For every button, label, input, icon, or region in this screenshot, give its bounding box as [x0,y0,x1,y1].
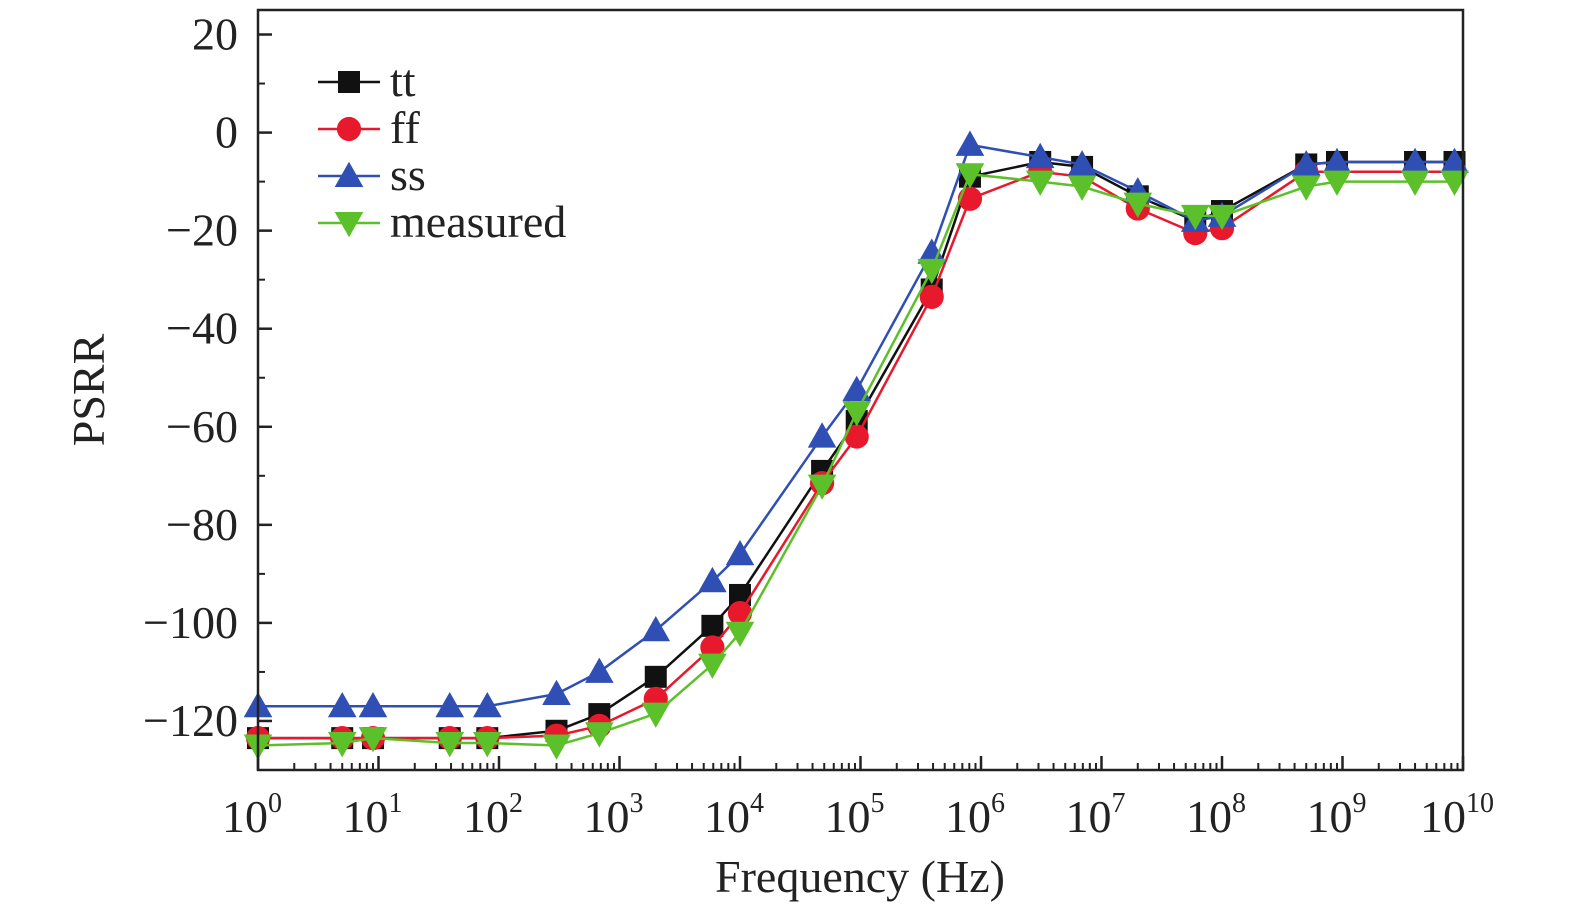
data-point-ss [917,238,947,264]
data-point-measured [358,727,388,753]
y-tick-label: −120 [143,695,238,746]
y-tick-label: −40 [166,303,238,354]
y-tick-label: 20 [192,9,238,60]
data-point-measured [327,732,357,758]
data-point-tt [729,583,751,606]
legend-label: ff [390,102,420,153]
x-tick-label: 104 [704,788,764,842]
legend-marker [334,212,364,238]
data-point-ff [700,635,725,660]
series-ss [243,130,1469,718]
data-point-ff [919,284,944,309]
x-tick-label: 106 [945,788,1005,842]
data-point-measured [842,401,872,427]
y-tick-label: −80 [166,499,238,550]
legend-item-ss: ss [318,149,426,200]
data-point-ss [473,691,502,718]
y-tick-label: 0 [215,107,238,158]
data-point-ss [955,130,985,156]
data-point-ss [327,691,357,718]
data-point-measured [1440,170,1469,196]
data-point-ss [358,691,388,718]
axes: 100 101 102 103 104 105 106 107 108 109 1010 20 0 −20… [143,9,1494,842]
plot-marks [243,130,1469,760]
data-point-measured [1067,175,1097,201]
series-line-measured [257,173,1455,747]
data-point-measured [1291,175,1321,201]
legend-item-tt: tt [318,55,416,106]
data-point-tt [701,614,724,637]
legend-item-measured: measured [318,196,566,247]
data-point-measured [1207,204,1237,231]
x-tick-label: 103 [584,788,644,842]
legend-label: ss [390,149,426,200]
data-point-measured [435,732,465,758]
data-point-measured [1180,204,1210,231]
series-measured [243,163,1469,760]
data-point-measured [955,163,985,189]
data-point-ss [542,679,571,705]
data-point-tt [644,665,667,688]
data-point-ss [725,539,755,566]
x-axis-label: Frequency (Hz) [715,851,1005,902]
data-point-ss [807,422,837,448]
data-point-ss [1322,147,1352,173]
y-axis-label: PSRR [63,333,114,446]
x-tick-label: 105 [825,788,885,842]
x-tick-label: 108 [1186,788,1246,842]
x-tick-label: 102 [463,788,523,842]
data-point-measured [1123,192,1153,218]
data-point-ss [585,657,614,683]
data-point-measured [698,653,727,679]
legend-marker [336,116,362,142]
legend-item-ff: ff [318,102,420,153]
y-tick-label: −100 [143,597,238,648]
data-point-measured [725,621,755,648]
data-point-measured [473,732,502,758]
data-point-measured [641,702,671,728]
x-tick-label: 107 [1066,788,1126,842]
data-point-ss [435,691,465,718]
data-point-ff [844,424,869,449]
x-tick-label: 1010 [1420,788,1494,842]
data-point-measured [585,722,614,748]
data-point-measured [917,258,947,285]
data-point-measured [1025,170,1055,196]
data-point-measured [1322,170,1352,196]
series-line-ff [258,170,1455,740]
data-point-ss [1291,150,1321,176]
data-point-ss [641,615,671,642]
data-point-ss [1400,147,1430,173]
x-tick-label: 101 [343,788,403,842]
data-point-ss [842,375,872,401]
data-point-ss [1440,147,1469,173]
legend-label: measured [390,196,566,247]
data-point-ss [1067,150,1097,176]
x-tick-label: 100 [222,788,282,842]
legend-marker [338,71,360,93]
data-point-measured [542,734,571,760]
series-line-tt [258,160,1455,740]
legend-marker [334,161,364,187]
data-point-ss [1025,142,1055,169]
data-point-measured [1400,170,1430,196]
y-tick-label: −20 [166,205,238,256]
data-point-measured [807,474,837,500]
series-ff [245,159,1467,751]
x-tick-label: 109 [1307,788,1367,842]
data-point-ff [727,600,753,626]
data-point-ss [698,566,727,593]
legend-label: tt [390,55,416,106]
y-tick-label: −60 [166,401,238,452]
